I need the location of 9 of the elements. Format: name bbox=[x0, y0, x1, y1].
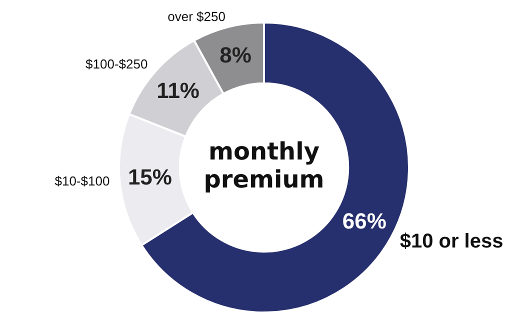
slice-label: over $250 bbox=[168, 8, 226, 24]
data-label: 8% bbox=[220, 42, 252, 68]
data-label: 15% bbox=[128, 164, 172, 190]
text: monthly premium bbox=[204, 138, 324, 194]
data-label: 11% bbox=[156, 78, 200, 103]
slice-label: $100-$250 bbox=[86, 56, 148, 72]
data-label: 66% bbox=[342, 208, 386, 234]
slice-label: $10-$100 bbox=[54, 174, 110, 189]
slice-label: $10 or less bbox=[400, 230, 504, 253]
